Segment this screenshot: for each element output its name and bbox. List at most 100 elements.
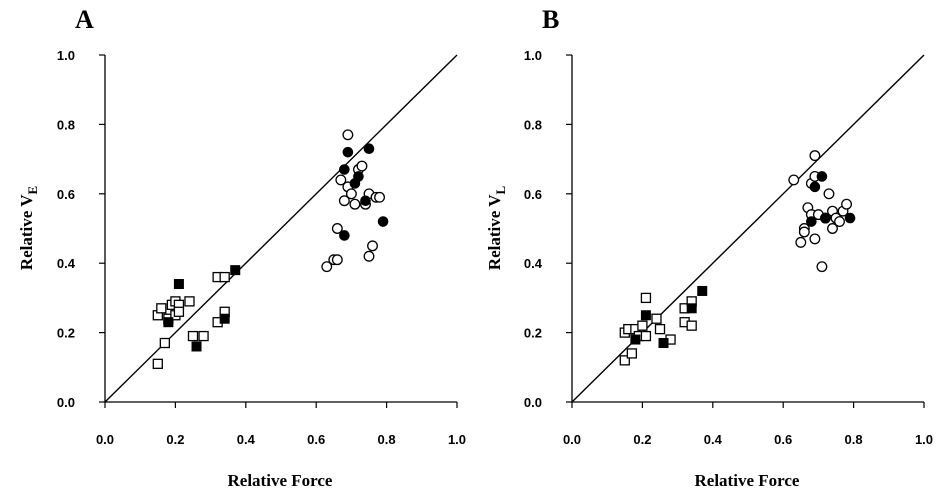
open-circle-point: [363, 250, 375, 262]
open-circle-point: [788, 174, 800, 186]
filled-circle-point: [806, 216, 817, 227]
x-axis-title: Relative Force: [228, 471, 333, 490]
filled-square-point: [173, 279, 184, 290]
open-square-point: [654, 323, 666, 335]
x-tick-label: 0.8: [378, 432, 396, 447]
y-tick-label: 0.6: [57, 187, 75, 202]
open-circle-point: [795, 236, 807, 248]
filled-square-point: [658, 338, 669, 349]
y-axis-title: Relative VL: [485, 185, 508, 270]
open-square-point: [686, 320, 697, 331]
y-axis-title-subscript: L: [493, 185, 508, 194]
filled-circle-point: [342, 146, 354, 158]
filled-circle-point: [844, 212, 856, 224]
open-circle-point: [823, 188, 835, 200]
filled-square-point: [697, 285, 708, 296]
filled-circle-point: [339, 164, 350, 175]
filled-square-point: [640, 310, 651, 321]
y-tick-label: 0.8: [57, 117, 75, 132]
x-tick-label: 0.8: [845, 432, 863, 447]
open-square-point: [184, 296, 195, 307]
filled-circle-point: [360, 195, 371, 207]
open-circle-point: [809, 150, 821, 162]
filled-square-point: [686, 303, 697, 314]
open-square-point: [152, 358, 163, 369]
y-tick-label: 0.0: [57, 395, 75, 410]
open-square-point: [640, 330, 652, 342]
open-circle-point: [798, 226, 810, 238]
open-circle-point: [374, 191, 386, 203]
y-tick-label: 0.2: [524, 326, 542, 341]
open-circle-point: [331, 223, 343, 234]
filled-circle-point: [377, 216, 389, 227]
x-tick-label: 0.4: [237, 432, 256, 447]
y-tick-label: 0.2: [57, 326, 75, 341]
open-circle-point: [342, 129, 354, 141]
y-tick-label: 0.8: [524, 117, 542, 132]
filled-square-point: [630, 334, 641, 345]
y-axis-title-main: Relative V: [485, 194, 504, 270]
open-circle-point: [321, 261, 333, 273]
axes: 0.0 0.2 0.4 0.6 0.8 1.0 0.0 0.2 0.4 0.6 0.8 1.0: [57, 48, 466, 447]
y-tick-label: 0.4: [524, 256, 543, 271]
data-points: [619, 150, 856, 366]
filled-circle-point: [820, 212, 831, 224]
filled-circle-point: [339, 230, 350, 241]
open-square-point: [651, 313, 662, 324]
open-square-point: [640, 292, 652, 304]
open-square-point: [626, 348, 637, 359]
reference-line: [104, 54, 458, 403]
open-circle-point: [338, 195, 350, 207]
y-axis-title-main: Relative V: [17, 194, 36, 270]
open-circle-point: [356, 160, 368, 172]
open-circle-point: [331, 254, 343, 266]
y-tick-label: 0.6: [524, 187, 542, 202]
x-tick-label: 0.2: [633, 432, 651, 447]
open-circle-point: [367, 240, 378, 252]
identity-line: [571, 54, 925, 403]
x-axis-title: Relative Force: [695, 471, 800, 490]
identity-line: [104, 54, 458, 403]
open-circle-point: [349, 198, 361, 210]
y-tick-label: 1.0: [57, 48, 75, 63]
filled-square-point: [191, 341, 202, 352]
x-tick-label: 0.0: [96, 432, 114, 447]
open-square-point: [198, 330, 209, 342]
open-circle-point: [816, 261, 828, 273]
open-square-point: [187, 330, 199, 342]
panel-b: B 0.0 0.2 0.4 0.6 0.8 1.0 0.0 0.2 0.4 0.6 0.8 1.0 R…: [485, 5, 933, 490]
x-tick-label: 0.2: [166, 432, 184, 447]
reference-line: [571, 54, 925, 403]
y-tick-label: 0.0: [524, 395, 542, 410]
filled-circle-point: [363, 143, 375, 154]
open-circle-point: [827, 223, 838, 234]
x-tick-label: 1.0: [448, 432, 466, 447]
axes: 0.0 0.2 0.4 0.6 0.8 1.0 0.0 0.2 0.4 0.6 0.8 1.0: [524, 48, 933, 447]
open-square-point: [219, 271, 230, 283]
open-circle-point: [841, 198, 853, 210]
open-square-point: [619, 355, 630, 366]
open-circle-point: [809, 233, 821, 245]
panel-label: A: [75, 5, 94, 34]
x-tick-label: 0.6: [774, 432, 792, 447]
panel-label: B: [542, 5, 559, 34]
x-tick-label: 0.4: [704, 432, 723, 447]
filled-circle-point: [816, 171, 828, 182]
y-tick-label: 0.4: [57, 256, 76, 271]
open-circle-point: [335, 174, 347, 186]
open-circle-point: [834, 216, 845, 228]
filled-circle-point: [809, 181, 821, 193]
open-circle-point: [345, 188, 357, 200]
filled-square-point: [230, 265, 241, 276]
open-square-point: [156, 303, 167, 314]
x-tick-label: 0.0: [563, 432, 581, 447]
open-square-point: [173, 306, 185, 317]
filled-square-point: [163, 317, 174, 328]
y-axis-title-subscript: E: [25, 186, 40, 195]
y-tick-label: 1.0: [524, 48, 542, 63]
data-points: [152, 129, 389, 369]
x-tick-label: 0.6: [307, 432, 325, 447]
panel-a: A 0.0 0.2 0.4 0.6 0.8 1.0 0.0 0.2 0.4 0.6 0.8 1.0 R…: [17, 5, 466, 490]
y-axis-title: Relative VE: [17, 186, 40, 270]
